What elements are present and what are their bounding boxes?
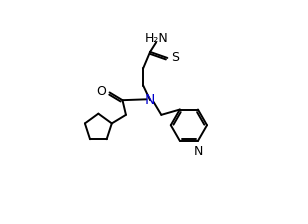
Text: N: N [145, 93, 155, 107]
Text: O: O [96, 84, 106, 97]
Text: S: S [171, 51, 179, 64]
Text: N: N [194, 145, 204, 158]
Text: H₂N: H₂N [145, 32, 169, 45]
